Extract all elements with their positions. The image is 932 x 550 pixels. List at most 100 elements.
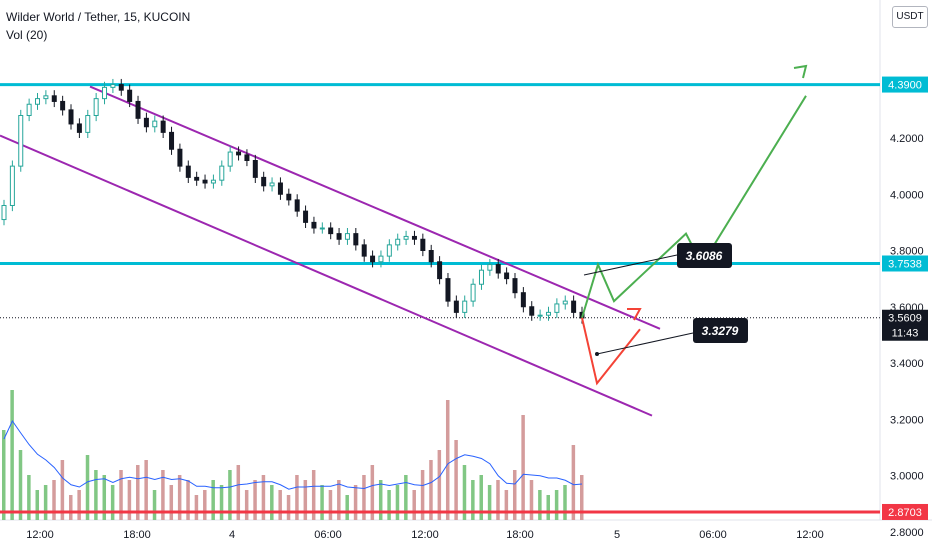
- volume-bar: [186, 480, 190, 520]
- volume-bar: [194, 495, 199, 520]
- volume-bar: [345, 495, 349, 520]
- volume-bar: [110, 485, 115, 520]
- candle-body: [227, 151, 233, 167]
- volume-bar: [85, 455, 90, 520]
- volume-bar: [203, 490, 207, 520]
- time-tick-label: 06:00: [699, 529, 727, 541]
- volume-bar: [169, 485, 174, 520]
- candle-body: [202, 179, 208, 184]
- candle-body: [143, 117, 149, 128]
- volume-bar: [253, 480, 257, 520]
- volume-bar: [144, 460, 148, 520]
- candle-body: [127, 89, 133, 102]
- candle-body: [512, 278, 518, 294]
- volume-bar: [563, 485, 567, 520]
- volume-bar: [119, 470, 123, 520]
- lower-callout-line: [596, 332, 694, 355]
- volume-bar: [412, 490, 416, 520]
- volume-bar: [504, 490, 509, 520]
- volume-bar: [328, 490, 333, 520]
- volume-bar: [18, 450, 23, 520]
- volume-bar: [177, 475, 182, 520]
- volume-bar: [261, 475, 266, 520]
- volume-bar: [136, 465, 140, 520]
- volume-bar: [362, 475, 366, 520]
- candle-body: [344, 233, 350, 240]
- price-tick-label: 3.2000: [890, 414, 924, 426]
- candle-body: [403, 235, 409, 240]
- upper-target-label-bg: [677, 243, 732, 268]
- candle-body: [210, 179, 216, 184]
- volume-indicator-label[interactable]: Vol (20): [6, 28, 48, 42]
- volume-bar: [295, 475, 299, 520]
- candle-body: [554, 303, 560, 313]
- candle-body: [286, 193, 292, 201]
- volume-bar: [270, 485, 274, 520]
- volume-bar: [320, 485, 324, 520]
- volume-bar: [219, 485, 224, 520]
- candle-body: [194, 176, 200, 181]
- candle-body: [110, 84, 116, 88]
- candle-body: [294, 199, 300, 212]
- volume-bar: [77, 490, 81, 520]
- candle-body: [261, 176, 267, 187]
- volume-bar: [404, 475, 408, 520]
- time-tick-label: 06:00: [314, 529, 342, 541]
- volume-bar: [554, 490, 559, 520]
- candle-body: [336, 233, 342, 240]
- volume-bar: [337, 480, 341, 520]
- price-badge: [882, 76, 928, 93]
- price-tick-label: 2.8000: [890, 527, 924, 539]
- volume-ma-line: [3, 420, 583, 490]
- candle-body: [169, 131, 175, 150]
- candle-body: [269, 182, 275, 187]
- candle-body: [43, 95, 49, 100]
- candle-body: [478, 269, 484, 285]
- volume-bar: [580, 475, 584, 520]
- candle-body: [76, 123, 82, 133]
- volume-bar: [479, 475, 483, 520]
- time-tick-label: 12:00: [26, 529, 54, 541]
- volume-bar: [228, 470, 232, 520]
- volume-bar: [496, 480, 500, 520]
- candle-body: [428, 250, 434, 263]
- volume-bar: [69, 495, 73, 520]
- candle-body: [35, 98, 41, 105]
- bullish-arrow-head: [793, 64, 808, 79]
- volume-bar: [127, 480, 132, 520]
- candle-body: [319, 227, 325, 230]
- candle-body: [135, 100, 141, 119]
- price-badge-label: 4.3900: [888, 80, 922, 92]
- candle-body: [353, 233, 359, 246]
- volume-bar: [538, 490, 542, 520]
- volume-bar: [387, 490, 391, 520]
- candle-body: [18, 115, 24, 167]
- volume-bar: [211, 480, 215, 520]
- volume-bar: [571, 445, 576, 520]
- upper-callout-line: [583, 254, 678, 276]
- candle-body: [177, 148, 183, 167]
- time-tick-label: 12:00: [411, 529, 439, 541]
- candle-body: [26, 103, 32, 116]
- candle-body: [93, 98, 99, 116]
- price-badge: [882, 503, 928, 520]
- candle-body: [437, 261, 443, 280]
- currency-button[interactable]: USDT: [892, 6, 928, 28]
- bullish-projection-path: [581, 95, 807, 319]
- volume-bar: [2, 430, 6, 520]
- volume-bar: [462, 465, 467, 520]
- lower-target-label: 3.3279: [702, 324, 739, 338]
- price-tick-label: 3.0000: [890, 471, 924, 483]
- price-badge-label: 11:43: [892, 328, 919, 340]
- symbol-title[interactable]: Wilder World / Tether, 15, KUCOIN: [6, 10, 191, 24]
- candle-body: [311, 221, 317, 229]
- candle-body: [395, 238, 401, 246]
- candle-body: [537, 314, 543, 317]
- lower-target-label-bg: [693, 318, 748, 343]
- volume-bar: [60, 460, 65, 520]
- volume-bar: [35, 490, 40, 520]
- time-tick-label: 5: [614, 529, 620, 541]
- volume-bar: [521, 415, 525, 520]
- candle-body: [462, 300, 468, 313]
